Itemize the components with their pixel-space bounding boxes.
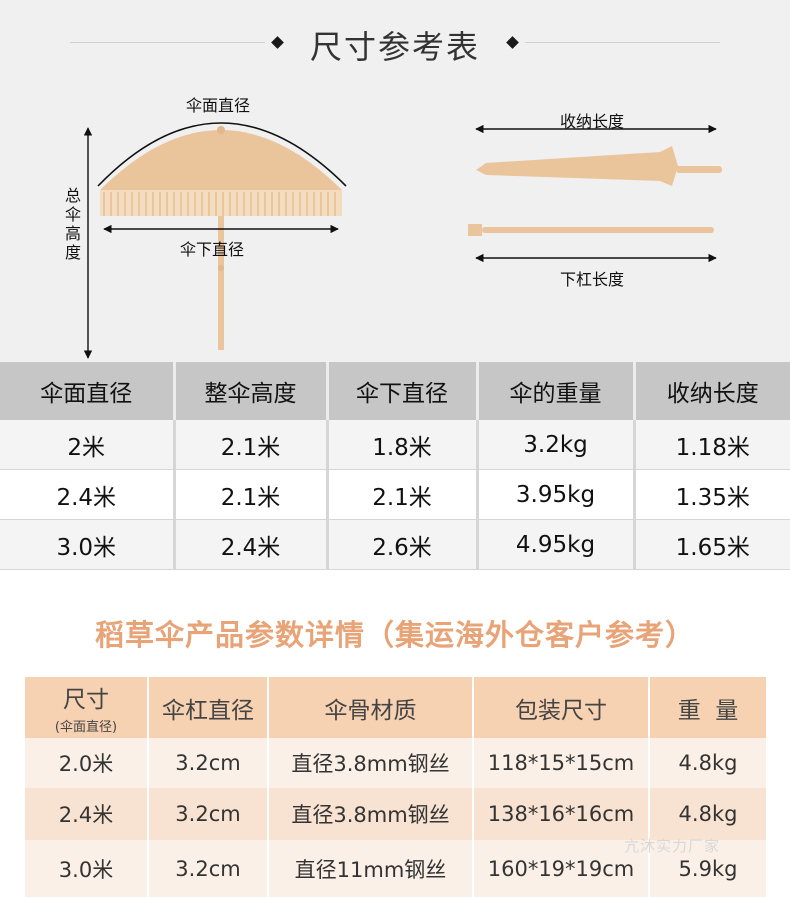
table-cell: 1.18米: [634, 420, 790, 470]
table-row: 2米 2.1米 1.8米 3.2kg 1.18米: [0, 420, 790, 470]
table-cell: 直径3.8mm钢丝: [268, 738, 474, 788]
umbrella-dimension-diagram: [83, 122, 722, 359]
watermark: 亢沐实力厂家: [624, 837, 721, 855]
table-cell: 3.2cm: [148, 840, 269, 897]
column-header-size: 尺寸 (伞面直径): [25, 677, 149, 738]
product-params-table: 尺寸 (伞面直径) 伞杠直径 伞骨材质 包装尺寸 重 量 2.0米 3.2cm …: [25, 677, 766, 897]
product-params-title: 稻草伞产品参数详情（集运海外仓客户参考）: [94, 618, 695, 652]
column-header: 包装尺寸: [473, 677, 650, 738]
table-cell: 2.0米: [25, 738, 149, 788]
table-cell: 4.8kg: [649, 738, 766, 788]
table-cell: 2.1米: [327, 469, 479, 520]
folded-umbrella: [476, 146, 678, 186]
table-row: 3.0米 3.2cm 直径11mm钢丝 160*19*19cm 5.9kg: [25, 840, 766, 897]
straw-fringe: [100, 190, 342, 216]
column-header-sub: (伞面直径): [54, 720, 118, 735]
table-row: 2.4米 3.2cm 直径3.8mm钢丝 138*16*16cm 4.8kg: [25, 788, 766, 840]
column-header: 整伞高度: [174, 362, 329, 420]
table-cell: 2.4米: [174, 519, 329, 570]
table-cell: 2.4米: [25, 788, 149, 840]
table-cell: 3.2cm: [148, 738, 269, 788]
table-cell: 3.2cm: [148, 788, 269, 840]
table-cell: 1.35米: [634, 469, 790, 520]
table-cell: 2.1米: [174, 420, 329, 470]
folded-length-label: 收纳长度: [560, 112, 625, 131]
table-cell: 160*19*19cm: [473, 840, 650, 897]
heading-left-rule: [70, 42, 265, 43]
table-cell: 5.9kg: [649, 840, 766, 897]
pole-length-label: 下杠长度: [560, 270, 625, 289]
table-cell: 3.2kg: [477, 420, 636, 470]
column-header-label: 尺寸: [63, 687, 109, 713]
column-header: 伞面直径: [0, 362, 176, 420]
table-cell: 1.8米: [327, 420, 479, 470]
table-cell: 2.1米: [174, 469, 329, 520]
params-table-header: 尺寸 (伞面直径) 伞杠直径 伞骨材质 包装尺寸 重 量: [25, 677, 766, 738]
section-heading: 尺寸参考表: [0, 16, 790, 68]
heading-right-rule: [525, 42, 720, 43]
total-height-label: 总伞高度: [64, 186, 81, 262]
lower-pole-joint: [468, 224, 482, 236]
table-cell: 2米: [0, 420, 176, 470]
canopy-diameter-label: 伞面直径: [186, 96, 251, 115]
under-diameter-label: 伞下直径: [180, 240, 245, 259]
umbrella-canopy: [100, 130, 342, 190]
table-cell: 直径11mm钢丝: [268, 840, 474, 897]
column-header: 伞的重量: [477, 362, 636, 420]
table-cell: 3.0米: [25, 840, 149, 897]
table-cell: 3.0米: [0, 519, 176, 570]
size-table: 伞面直径 整伞高度 伞下直径 伞的重量 收纳长度 2米 2.1米 1.8米 3.…: [0, 362, 790, 570]
table-cell: 3.95kg: [477, 469, 636, 520]
table-row: 3.0米 2.4米 2.6米 4.95kg 1.65米: [0, 519, 790, 570]
table-cell: 2.4米: [0, 469, 176, 520]
table-cell: 4.95kg: [477, 519, 636, 570]
table-cell: 1.65米: [634, 519, 790, 570]
column-header: 伞骨材质: [268, 677, 474, 738]
column-header: 重 量: [649, 677, 766, 738]
column-header: 收纳长度: [634, 362, 790, 420]
size-table-header: 伞面直径 整伞高度 伞下直径 伞的重量 收纳长度: [0, 362, 790, 420]
canopy-diameter-arc: [97, 122, 347, 187]
table-cell: 2.6米: [327, 519, 479, 570]
table-cell: 4.8kg: [649, 788, 766, 840]
column-header: 伞下直径: [327, 362, 479, 420]
lower-pole: [482, 227, 714, 233]
table-cell: 直径3.8mm钢丝: [268, 788, 474, 840]
table-row: 2.4米 2.1米 2.1米 3.95kg 1.35米: [0, 469, 790, 520]
column-header: 伞杠直径: [148, 677, 269, 738]
table-cell: 118*15*15cm: [473, 738, 650, 788]
page-title: 尺寸参考表: [309, 28, 480, 66]
umbrella-pole: [218, 210, 224, 350]
table-cell: 138*16*16cm: [473, 788, 650, 840]
table-row: 2.0米 3.2cm 直径3.8mm钢丝 118*15*15cm 4.8kg: [25, 738, 766, 788]
